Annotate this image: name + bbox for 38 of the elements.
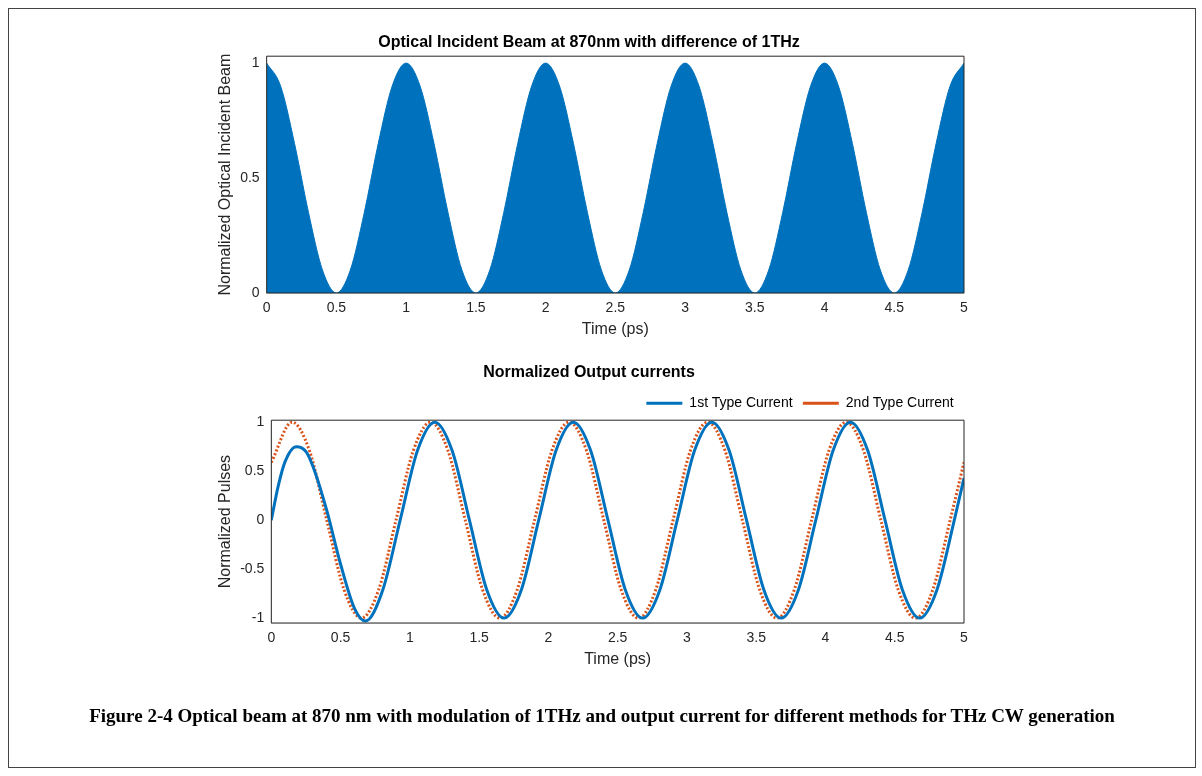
x-tick-label: 4.5 [884, 299, 905, 316]
x-tick-label: 4 [820, 299, 829, 316]
legend-label: 1st Type Current [689, 394, 793, 411]
y-tick-label: -0.5 [240, 559, 265, 576]
x-tick-label: 3.5 [746, 629, 767, 646]
y-tick-label: 1 [256, 413, 265, 430]
x-tick-label: 3 [683, 629, 692, 646]
x-tick-label: 4.5 [885, 629, 905, 646]
caption: Figure 2-4 Optical beam at 870 nm with modulation of 1THz and output current for different methods for THz CW generation [88, 704, 1116, 728]
y-tick-label: 0 [251, 283, 260, 300]
x-tick-label: 3 [681, 299, 690, 316]
y-tick-label: -1 [251, 608, 265, 625]
y-tick-label: 0.5 [240, 168, 260, 185]
chart-title: Normalized Output currents [483, 363, 695, 381]
y-tick-label: 1 [251, 53, 260, 70]
legend-label: 2nd Type Current [845, 394, 954, 411]
x-tick-label: 1 [402, 299, 411, 316]
x-tick-label: 1.5 [469, 629, 490, 646]
x-tick-label: 2.5 [607, 629, 628, 646]
x-tick-label: 5 [960, 299, 969, 316]
x-tick-label: 1.5 [466, 299, 486, 316]
y-tick-label: 0.5 [244, 462, 265, 478]
x-tick-label: 0 [267, 629, 276, 646]
x-tick-label: 2 [541, 299, 550, 316]
x-tick-label: 0.5 [326, 299, 347, 316]
x-tick-label: 4 [821, 629, 830, 646]
x-tick-label: 0.5 [330, 629, 351, 646]
x-axis-title: Time (ps) [584, 649, 652, 667]
chart-title: Optical Incident Beam at 870nm with difference of 1THz [378, 33, 800, 51]
x-tick-label: 2.5 [605, 299, 626, 316]
x-tick-label: 1 [405, 629, 414, 646]
y-axis-title: Normalized Pulses [216, 454, 234, 589]
y-axis-title: Normalized Optical Incident Beam [216, 53, 234, 296]
x-axis-title: Time (ps) [581, 319, 649, 337]
x-tick-label: 5 [960, 629, 969, 646]
y-tick-label: 0 [256, 510, 265, 527]
x-tick-label: 3.5 [745, 299, 765, 316]
x-tick-label: 2 [544, 629, 553, 646]
